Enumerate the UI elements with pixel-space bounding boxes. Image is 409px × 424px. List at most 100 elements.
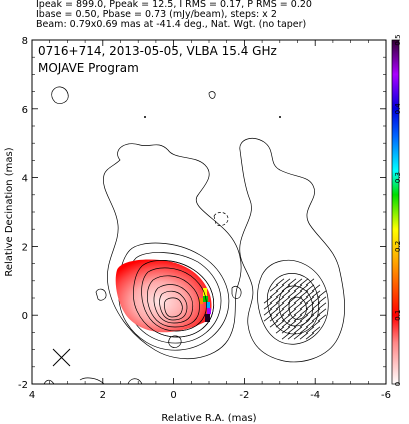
- axis-ticks: 4 2 0 -2 -4 -6 -2 0 2 4 6 8: [18, 36, 391, 401]
- evpa-vector: [299, 332, 309, 340]
- evpa-vector: [305, 320, 315, 328]
- evpa-vector: [299, 296, 309, 304]
- y-tick-label: 0: [22, 311, 28, 322]
- evpa-vector: [287, 290, 297, 298]
- evpa-vector: [269, 308, 279, 316]
- evpa-vector: [305, 290, 315, 298]
- evpa-vector: [311, 296, 321, 304]
- colorbar-tick-label: 0.1: [394, 310, 402, 321]
- evpa-vector: [305, 284, 315, 292]
- y-tick-label: 6: [22, 105, 28, 116]
- evpa-vector: [281, 296, 291, 304]
- x-tick-label: 2: [100, 390, 106, 401]
- evpa-vector: [281, 332, 291, 340]
- evpa-vector: [281, 314, 291, 322]
- colorbar-tick-label: 0.5: [394, 34, 402, 45]
- colorbar-ticks: 0 0.1 0.2 0.3 0.4 0.5: [394, 34, 402, 386]
- evpa-vector: [269, 284, 279, 292]
- evpa-vector: [311, 302, 321, 310]
- evpa-vector: [299, 326, 309, 334]
- header-line-2: Ibase = 0.50, Pbase = 0.73 (mJy/beam), s…: [36, 9, 277, 20]
- evpa-vector: [311, 326, 321, 334]
- colorbar-tick-label: 0: [394, 382, 402, 386]
- evpa-vector: [269, 290, 279, 298]
- x-tick-label: 4: [29, 390, 35, 401]
- evpa-vector: [281, 278, 291, 286]
- evpa-vector: [293, 314, 303, 322]
- evpa-vector: [317, 296, 327, 304]
- evpa-vector: [275, 308, 285, 316]
- evpa-vector: [281, 326, 291, 334]
- x-tick-label: -2: [239, 390, 249, 401]
- negative-contour: [213, 212, 229, 226]
- evpa-vector: [275, 302, 285, 310]
- evpa-vector: [281, 320, 291, 328]
- evpa-vector: [293, 326, 303, 334]
- evpa-vector: [269, 296, 279, 304]
- evpa-vector: [275, 326, 285, 334]
- evpa-vector: [311, 284, 321, 292]
- plot-title: 0716+714, 2013-05-05, VLBA 15.4 GHz: [38, 44, 277, 58]
- evpa-vector: [263, 302, 273, 310]
- x-axis-label: Relative R.A. (mas): [161, 413, 256, 424]
- y-axis-label: Relative Decination (mas): [4, 147, 15, 276]
- evpa-vector: [317, 314, 327, 322]
- evpa-vector: [311, 308, 321, 316]
- evpa-vector: [305, 326, 315, 334]
- evpa-vector: [317, 308, 327, 316]
- evpa-vector: [263, 308, 273, 316]
- evpa-vector: [269, 302, 279, 310]
- evpa-vector: [299, 284, 309, 292]
- evpa-vector: [263, 296, 273, 304]
- evpa-vector: [299, 314, 309, 322]
- y-tick-label: 4: [22, 174, 28, 185]
- evpa-vector: [281, 302, 291, 310]
- evpa-vector: [287, 278, 297, 286]
- header-line-1: Ipeak = 899.0, Ppeak = 12.5, I RMS = 0.1…: [36, 0, 312, 10]
- y-tick-label: -2: [18, 380, 28, 391]
- fractional-polarization-overlay: [115, 259, 212, 333]
- evpa-vector: [287, 332, 297, 340]
- evpa-vector: [281, 284, 291, 292]
- evpa-vector: [275, 278, 285, 286]
- evpa-vector: [275, 320, 285, 328]
- evpa-vector: [299, 320, 309, 328]
- plot-frame: [31, 39, 387, 385]
- evpa-vector: [317, 302, 327, 310]
- x-tick-label: 0: [170, 390, 176, 401]
- evpa-vector: [311, 320, 321, 328]
- colorbar-tick-label: 0.4: [394, 103, 402, 115]
- y-tick-label: 2: [22, 242, 28, 253]
- evpa-vector: [299, 308, 309, 316]
- colorbar-tick-label: 0.3: [394, 172, 402, 183]
- evpa-vector: [287, 284, 297, 292]
- evpa-vector: [317, 290, 327, 298]
- evpa-vector: [287, 320, 297, 328]
- evpa-vector: [269, 320, 279, 328]
- stokes-i-inner-contours: [133, 260, 215, 338]
- evpa-vector: [281, 290, 291, 298]
- evpa-vector: [305, 302, 315, 310]
- evpa-vector: [305, 314, 315, 322]
- evpa-vector: [299, 278, 309, 286]
- evpa-vector: [311, 314, 321, 322]
- evpa-vector: [293, 284, 303, 292]
- evpa-vector: [263, 314, 273, 322]
- beam-marker: [52, 348, 71, 367]
- evpa-vector: [275, 296, 285, 304]
- x-tick-label: -4: [310, 390, 320, 401]
- evpa-vector: [293, 278, 303, 286]
- evpa-vector: [293, 296, 303, 304]
- evpa-vector: [275, 284, 285, 292]
- evpa-vector: [293, 308, 303, 316]
- evpa-vector: [293, 320, 303, 328]
- evpa-vector: [305, 332, 315, 340]
- evpa-vector: [275, 314, 285, 322]
- evpa-vector: [311, 290, 321, 298]
- evpa-vector: [305, 296, 315, 304]
- header-line-3: Beam: 0.79x0.69 mas at -41.4 deg., Nat. …: [36, 19, 307, 30]
- evpa-vector: [281, 308, 291, 316]
- evpa-vectors: [263, 278, 327, 340]
- plot-subtitle: MOJAVE Program: [38, 61, 139, 75]
